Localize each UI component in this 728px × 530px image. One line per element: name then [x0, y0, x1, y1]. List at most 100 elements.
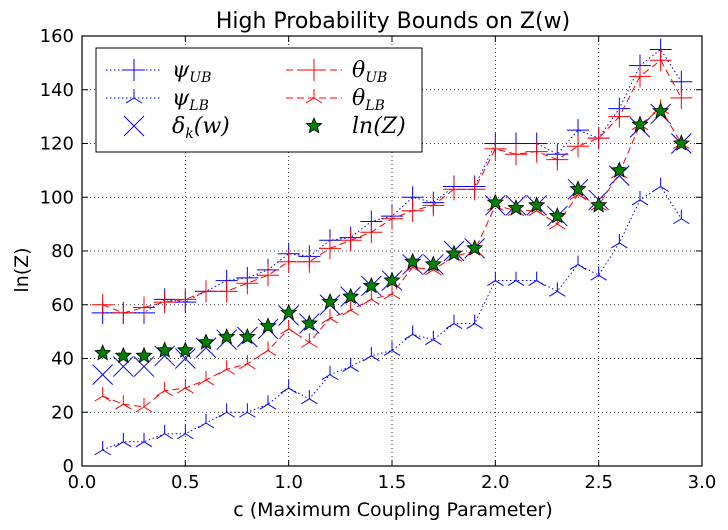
legend-marker [305, 116, 323, 134]
data-point [215, 280, 238, 303]
data-point [631, 115, 649, 133]
data-point [195, 280, 217, 303]
data-point [383, 271, 401, 288]
data-point [404, 325, 421, 340]
data-point [153, 291, 176, 314]
y-tick-label: 120 [40, 134, 74, 155]
data-point [673, 209, 690, 225]
series-5 [94, 102, 690, 364]
data-point [549, 282, 566, 297]
data-point [425, 330, 442, 346]
data-point [487, 271, 504, 286]
series-line [102, 185, 682, 451]
data-point [466, 239, 484, 256]
data-point [115, 395, 132, 410]
data-point [236, 272, 259, 295]
data-point [239, 403, 256, 418]
data-point [177, 424, 194, 440]
data-point [156, 424, 173, 440]
data-point [174, 288, 197, 311]
data-point [466, 314, 483, 329]
data-point [300, 314, 318, 331]
y-tick-label: 60 [51, 295, 74, 316]
legend-label: ψLB [172, 86, 209, 114]
data-point [401, 199, 424, 222]
legend-marker [125, 89, 143, 104]
data-point [156, 341, 174, 358]
chart-title: High Probability Bounds on Z(w) [216, 9, 570, 34]
data-point [94, 344, 112, 361]
data-point [197, 371, 215, 386]
data-point [548, 207, 566, 224]
data-point [383, 285, 401, 300]
data-point [670, 86, 693, 109]
data-point [363, 346, 380, 362]
data-point [608, 105, 631, 128]
data-point [321, 365, 339, 381]
series-3 [91, 49, 693, 324]
data-point [484, 137, 507, 160]
data-point [259, 341, 277, 356]
data-point [629, 65, 651, 88]
series-2 [92, 103, 692, 385]
x-tick-label: 1.5 [378, 472, 407, 493]
x-tick-label: 0.5 [171, 472, 200, 493]
legend-marker [123, 115, 145, 137]
data-point [133, 356, 155, 377]
data-point [177, 379, 194, 394]
y-tick-label: 40 [51, 349, 74, 370]
data-point [631, 190, 649, 206]
data-point [280, 319, 297, 335]
x-tick-label: 0.0 [68, 472, 97, 493]
data-point [649, 49, 672, 72]
data-point [422, 194, 445, 217]
data-point [238, 327, 256, 345]
data-point [91, 293, 114, 316]
x-tick-label: 1.0 [274, 472, 303, 493]
data-point [525, 140, 548, 163]
data-point [319, 237, 341, 260]
data-point [652, 102, 670, 119]
data-point [135, 397, 153, 413]
data-point [652, 177, 669, 192]
data-point [174, 348, 196, 369]
data-point [486, 193, 504, 210]
data-point [112, 301, 135, 324]
data-point [507, 198, 525, 216]
data-point [383, 341, 401, 356]
series-1 [94, 177, 690, 456]
x-tick-label: 2.0 [481, 472, 510, 493]
data-point [569, 255, 587, 270]
data-point [360, 221, 383, 244]
data-point [339, 229, 362, 252]
data-point [445, 314, 463, 329]
y-tick-label: 140 [40, 80, 74, 101]
data-point [218, 403, 235, 418]
x-tick-label: 2.5 [584, 472, 613, 493]
data-point [404, 252, 422, 270]
data-point [257, 264, 279, 287]
legend-marker [303, 59, 325, 81]
data-point [218, 360, 235, 375]
x-tick-label: 3.0 [688, 472, 717, 493]
axis-ticks: 0.0 0.5 1.0 1.5 2.0 2.5 3.0 0 20 40 60 80 100 120 140 1… [40, 26, 717, 493]
data-point [590, 266, 607, 281]
data-point [587, 127, 610, 150]
legend-label: θLB [352, 86, 385, 114]
data-point [135, 432, 153, 448]
data-point [156, 381, 173, 397]
legend-marker [305, 89, 323, 104]
data-point [672, 134, 690, 151]
data-point [424, 255, 442, 272]
data-point [135, 346, 153, 364]
legend-label: δk(w) [172, 114, 230, 142]
data-point [445, 244, 463, 262]
data-point [218, 327, 236, 345]
data-point [342, 357, 359, 372]
data-point [197, 414, 215, 429]
data-point [342, 301, 359, 316]
data-point [505, 143, 527, 166]
data-point [528, 196, 546, 213]
data-point [463, 178, 486, 201]
